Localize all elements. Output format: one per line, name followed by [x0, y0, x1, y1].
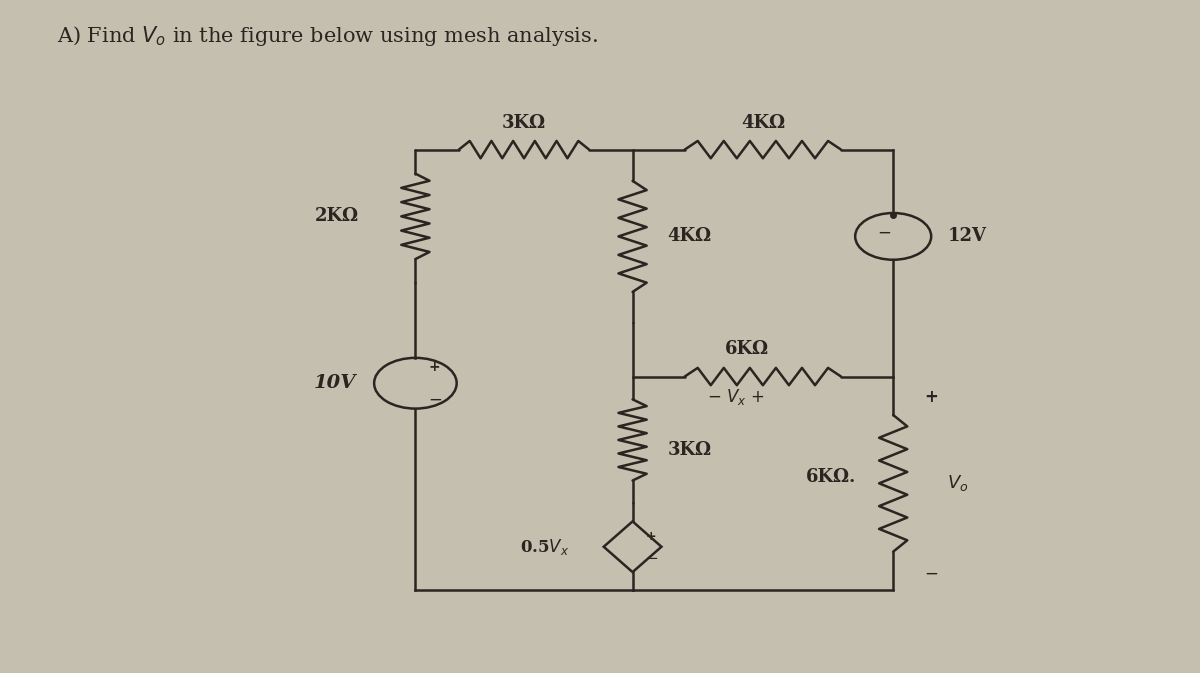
- Text: 3KΩ: 3KΩ: [667, 441, 712, 459]
- Text: +: +: [924, 388, 938, 406]
- Text: 3KΩ: 3KΩ: [502, 114, 546, 133]
- Text: 4KΩ: 4KΩ: [667, 227, 712, 246]
- Text: $V_o$: $V_o$: [948, 473, 968, 493]
- Text: −: −: [646, 551, 659, 565]
- Text: 6KΩ: 6KΩ: [725, 340, 768, 358]
- Text: 12V: 12V: [948, 227, 986, 246]
- Text: 6KΩ.: 6KΩ.: [806, 468, 857, 486]
- Text: −: −: [924, 565, 938, 582]
- Text: −: −: [428, 391, 443, 409]
- Text: +: +: [646, 530, 656, 543]
- Text: A) Find $V_o$ in the figure below using mesh analysis.: A) Find $V_o$ in the figure below using …: [58, 24, 599, 48]
- Text: $-$ $V_x$ $+$: $-$ $V_x$ $+$: [707, 386, 764, 406]
- Text: 2KΩ: 2KΩ: [314, 207, 359, 225]
- Text: −: −: [877, 224, 892, 242]
- Text: 10V: 10V: [313, 374, 355, 392]
- Text: 0.5$V_x$: 0.5$V_x$: [521, 537, 570, 557]
- Text: 4KΩ: 4KΩ: [740, 114, 785, 133]
- Text: +: +: [428, 359, 440, 374]
